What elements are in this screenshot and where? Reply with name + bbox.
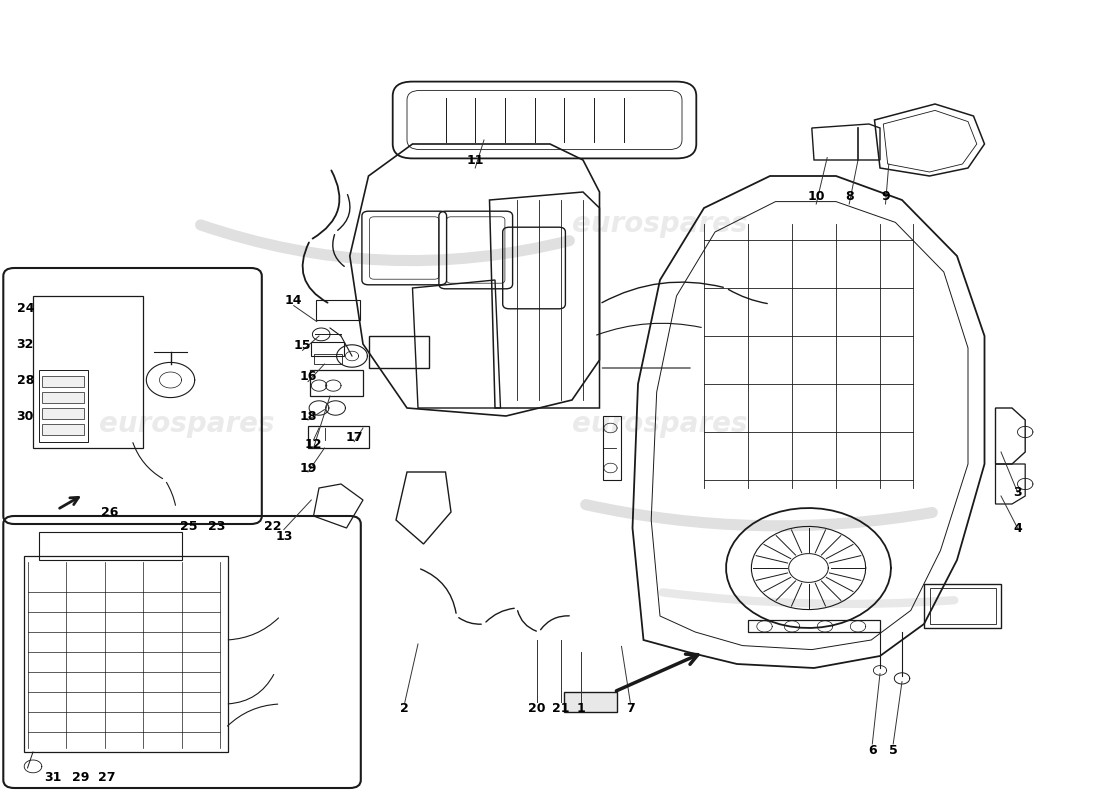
Bar: [311, 342, 344, 356]
Bar: [33, 296, 143, 448]
Text: 31: 31: [44, 771, 62, 784]
Text: 28: 28: [16, 374, 34, 386]
Text: 27: 27: [98, 771, 116, 784]
Text: 8: 8: [845, 190, 854, 202]
Bar: [316, 300, 360, 320]
Text: 7: 7: [626, 702, 635, 714]
Bar: [310, 370, 363, 396]
Text: 2: 2: [400, 702, 409, 714]
Bar: [924, 584, 1001, 628]
Text: eurospares: eurospares: [572, 210, 748, 238]
Text: 3: 3: [1013, 486, 1022, 498]
Bar: [42, 392, 84, 403]
Text: 18: 18: [299, 410, 317, 422]
Text: 17: 17: [345, 431, 363, 444]
Text: 5: 5: [889, 744, 898, 757]
Text: 19: 19: [299, 462, 317, 474]
Text: 23: 23: [208, 520, 226, 533]
Text: 4: 4: [1013, 522, 1022, 534]
Bar: [39, 370, 88, 442]
Text: 24: 24: [16, 302, 34, 314]
Bar: [564, 692, 617, 712]
Text: 26: 26: [101, 506, 119, 518]
Text: 30: 30: [16, 410, 34, 422]
Text: 9: 9: [881, 190, 890, 202]
Bar: [42, 376, 84, 387]
Text: eurospares: eurospares: [99, 410, 275, 438]
Text: 32: 32: [16, 338, 34, 350]
Text: 6: 6: [868, 744, 877, 757]
Text: 21: 21: [552, 702, 570, 714]
Text: 22: 22: [264, 520, 282, 533]
Bar: [42, 408, 84, 419]
Text: eurospares: eurospares: [572, 410, 748, 438]
Text: 10: 10: [807, 190, 825, 202]
Bar: [314, 354, 342, 364]
Text: 12: 12: [305, 438, 322, 450]
Text: 20: 20: [528, 702, 546, 714]
Text: 14: 14: [285, 294, 303, 306]
Bar: [39, 532, 182, 560]
Bar: [930, 588, 996, 624]
Text: 13: 13: [275, 530, 293, 542]
Bar: [42, 424, 84, 435]
Text: 11: 11: [466, 154, 484, 166]
Text: 16: 16: [299, 370, 317, 382]
Text: 25: 25: [180, 520, 198, 533]
Bar: [308, 426, 369, 448]
Text: 15: 15: [294, 339, 311, 352]
Bar: [24, 556, 228, 752]
Text: 1: 1: [576, 702, 585, 714]
Bar: [368, 336, 429, 368]
Text: 29: 29: [72, 771, 89, 784]
